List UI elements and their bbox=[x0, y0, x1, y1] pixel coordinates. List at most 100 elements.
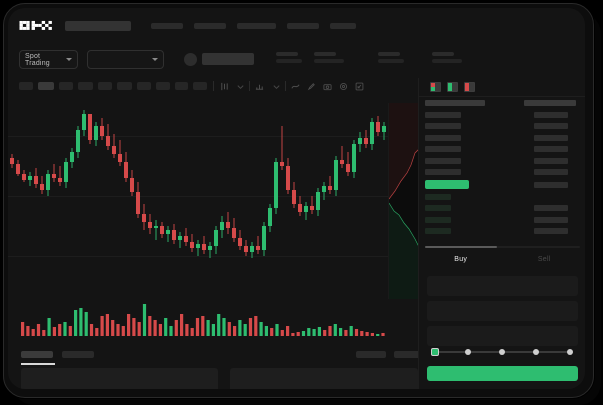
slider-step-50[interactable] bbox=[499, 348, 505, 355]
tab-sell[interactable]: Sell bbox=[537, 256, 551, 263]
timeframe-1w[interactable] bbox=[137, 82, 151, 90]
bottom-card-left[interactable] bbox=[21, 368, 218, 389]
orderbook-ask-row[interactable] bbox=[419, 133, 585, 143]
slider-handle[interactable] bbox=[431, 348, 439, 356]
tab-order-history[interactable] bbox=[62, 351, 94, 358]
orderbook-ask-row[interactable] bbox=[419, 121, 585, 131]
timeframe-1m[interactable] bbox=[19, 82, 33, 90]
orderbook-layout-bids-icon[interactable] bbox=[447, 82, 458, 92]
timeframe-more[interactable] bbox=[175, 82, 188, 90]
orders-tab-bar bbox=[8, 346, 424, 366]
orderbook-rows[interactable] bbox=[419, 96, 585, 244]
top-navigation-bar bbox=[8, 8, 585, 40]
market-type-select[interactable]: Spot Trading bbox=[19, 50, 78, 69]
tab-open-orders[interactable] bbox=[21, 351, 53, 358]
candlestick-type-icon[interactable] bbox=[220, 82, 229, 91]
place-buy-order-button[interactable] bbox=[427, 366, 578, 381]
indicators-icon[interactable] bbox=[255, 82, 264, 91]
ask-price bbox=[425, 123, 461, 129]
ask-price bbox=[425, 111, 461, 118]
bid-amount bbox=[534, 216, 568, 223]
orderbook-ask-row[interactable] bbox=[419, 110, 585, 120]
toolbar-divider bbox=[213, 81, 214, 91]
nav-item-trade[interactable] bbox=[194, 23, 226, 29]
chevron-down-icon[interactable] bbox=[272, 82, 281, 91]
volume-histogram[interactable] bbox=[8, 296, 418, 346]
orderbook-current-price-row bbox=[419, 179, 585, 191]
stat-24h-low-value bbox=[378, 59, 404, 63]
last-price-value bbox=[202, 53, 254, 65]
slider-step-25[interactable] bbox=[465, 348, 471, 355]
timeframe-5m[interactable] bbox=[38, 82, 54, 90]
orderbook-panel: Buy Sell bbox=[418, 78, 585, 389]
orderbook-bid-row[interactable] bbox=[419, 192, 585, 202]
tab-buy[interactable]: Buy bbox=[454, 256, 468, 263]
ask-amount bbox=[534, 111, 568, 118]
orderbook-bid-row[interactable] bbox=[419, 226, 585, 236]
timeframe-custom[interactable] bbox=[193, 82, 207, 90]
order-price-field[interactable] bbox=[427, 276, 578, 296]
timeframe-15m[interactable] bbox=[59, 82, 73, 90]
orderbook-bid-row[interactable] bbox=[419, 215, 585, 225]
stat-24h-low-label bbox=[378, 52, 400, 56]
slider-step-75[interactable] bbox=[533, 348, 539, 355]
orderbook-ask-row[interactable] bbox=[419, 98, 585, 108]
chevron-down-icon bbox=[66, 58, 72, 61]
toolbar-divider bbox=[249, 81, 250, 91]
chevron-down-icon[interactable] bbox=[236, 82, 245, 91]
okx-logo[interactable] bbox=[19, 19, 59, 32]
fullscreen-icon[interactable] bbox=[355, 82, 364, 91]
nav-item-derivatives[interactable] bbox=[237, 23, 276, 29]
ask-price bbox=[425, 157, 461, 164]
current-price-amount bbox=[534, 181, 568, 188]
order-total-field[interactable] bbox=[427, 326, 578, 346]
line-style-icon[interactable] bbox=[291, 82, 300, 91]
pencil-icon[interactable] bbox=[307, 82, 316, 91]
chart-gridline bbox=[8, 256, 418, 257]
ask-amount bbox=[534, 157, 568, 164]
orderbook-layout-both-icon[interactable] bbox=[430, 82, 441, 92]
nav-item-more[interactable] bbox=[330, 23, 356, 29]
orderbook-scrollbar[interactable] bbox=[425, 246, 580, 248]
orders-action-1[interactable] bbox=[356, 351, 386, 358]
market-subheader: Spot Trading bbox=[8, 40, 585, 79]
ask-amount bbox=[534, 146, 568, 152]
orderbook-ask-row[interactable] bbox=[419, 156, 585, 166]
orderbook-ask-row[interactable] bbox=[419, 167, 585, 177]
ask-amount bbox=[524, 100, 576, 106]
global-search-input[interactable] bbox=[65, 21, 131, 31]
stat-24h-volume-value bbox=[432, 59, 462, 63]
order-amount-field[interactable] bbox=[427, 301, 578, 321]
timeframe-1h[interactable] bbox=[78, 82, 93, 90]
timeframe-4h[interactable] bbox=[98, 82, 112, 90]
bid-price bbox=[425, 193, 451, 200]
trading-pair-select[interactable] bbox=[87, 50, 164, 69]
timeframe-1mo[interactable] bbox=[156, 82, 170, 90]
stat-24h-high-value bbox=[314, 59, 344, 63]
orderbook-bid-row[interactable] bbox=[419, 203, 585, 213]
chart-gridline bbox=[8, 196, 418, 197]
bottom-card-right[interactable] bbox=[230, 368, 418, 389]
current-price-badge bbox=[425, 179, 469, 189]
orderbook-layout-asks-icon[interactable] bbox=[464, 82, 475, 92]
price-candlestick-chart[interactable] bbox=[8, 96, 418, 296]
bid-price bbox=[425, 205, 451, 211]
settings-icon[interactable] bbox=[339, 82, 348, 91]
ask-price bbox=[425, 134, 461, 141]
amount-percent-slider[interactable] bbox=[429, 348, 576, 356]
volume-series bbox=[21, 304, 385, 336]
bid-amount bbox=[534, 205, 568, 211]
candlestick-series bbox=[10, 110, 386, 258]
orderbook-header bbox=[419, 78, 585, 97]
ask-amount bbox=[534, 169, 568, 175]
nav-item-markets[interactable] bbox=[151, 23, 183, 29]
slider-step-100[interactable] bbox=[567, 348, 573, 355]
ask-price bbox=[425, 100, 485, 106]
orderbook-ask-row[interactable] bbox=[419, 144, 585, 154]
timeframe-1d[interactable] bbox=[117, 82, 132, 90]
orders-action-2[interactable] bbox=[394, 351, 424, 358]
camera-icon[interactable] bbox=[323, 82, 332, 91]
nav-item-earn[interactable] bbox=[287, 23, 319, 29]
buy-sell-tabs: Buy Sell bbox=[419, 252, 585, 268]
